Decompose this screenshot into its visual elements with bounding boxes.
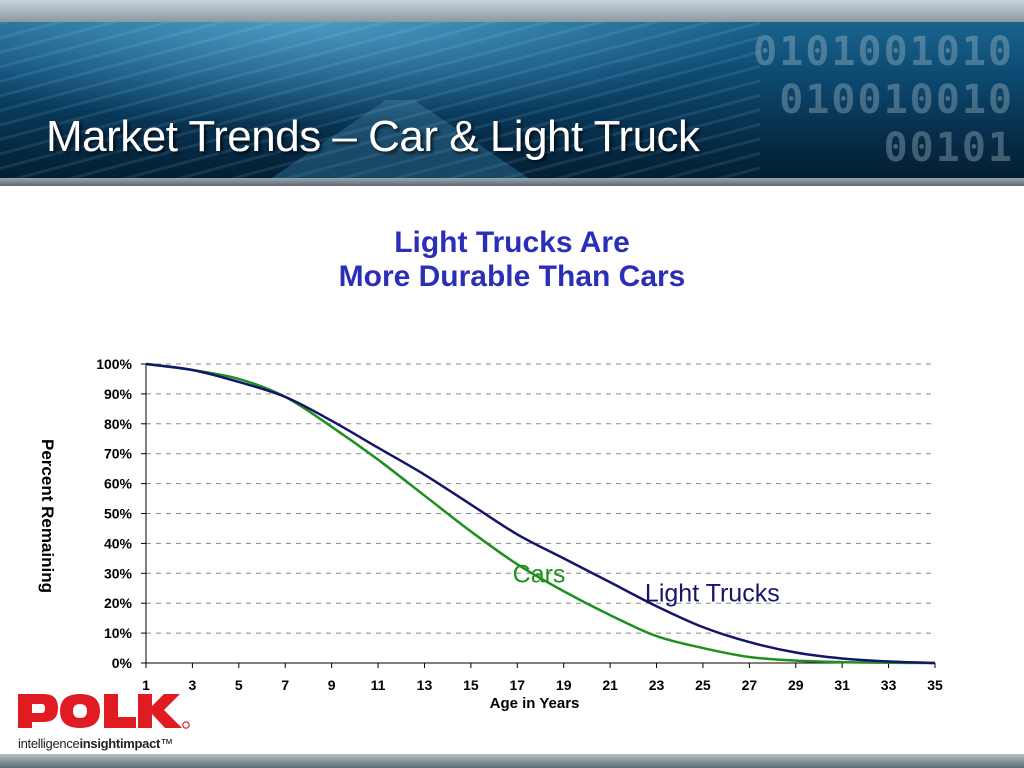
x-tick-label: 13	[417, 677, 433, 693]
cars-series-label: Cars	[513, 560, 566, 588]
y-tick-label: 90%	[104, 386, 133, 402]
chart-title-line-1: Light Trucks Are	[394, 226, 630, 259]
x-tick-label: 19	[556, 677, 572, 693]
x-tick-label: 7	[281, 677, 289, 693]
x-tick-label: 29	[788, 677, 804, 693]
y-tick-label: 50%	[104, 506, 133, 522]
x-tick-label: 15	[463, 677, 479, 693]
tagline-trademark: ™	[160, 736, 173, 751]
banner-binary-digits: 0101001010 010010010 00101	[753, 29, 1014, 171]
x-tick-label: 21	[602, 677, 618, 693]
x-tick-label: 3	[189, 677, 197, 693]
polk-logo	[18, 694, 190, 729]
y-tick-label: 100%	[96, 356, 132, 372]
y-tick-label: 20%	[104, 595, 133, 611]
x-tick-label: 11	[371, 677, 386, 693]
x-tick-label: 1	[142, 677, 150, 693]
tagline-impact: impact	[119, 736, 161, 751]
y-tick-label: 70%	[104, 446, 133, 462]
y-axis-label: Percent Remaining	[38, 439, 57, 593]
banner-streaks	[0, 22, 760, 178]
y-tick-label: 60%	[104, 476, 133, 492]
x-tick-label: 33	[881, 677, 897, 693]
chart-title: Light Trucks Are More Durable Than Cars	[212, 226, 812, 294]
light-trucks-line	[145, 362, 936, 665]
y-tick-label: 30%	[104, 565, 133, 581]
logo-tagline: intelligenceinsightimpact™	[18, 736, 173, 751]
y-tick-label: 40%	[104, 535, 133, 551]
x-axis-label: Age in Years	[490, 695, 580, 712]
x-tick-label: 5	[235, 677, 243, 693]
light-trucks-series-label: Light Trucks	[645, 580, 780, 608]
x-tick-label: 23	[649, 677, 665, 693]
polk-logo-mark	[18, 694, 190, 729]
footer-bar	[0, 754, 1024, 768]
y-tick-label: 80%	[104, 416, 133, 432]
header-banner: 0101001010 010010010 00101 Market Trends…	[0, 0, 1024, 186]
tagline-intelligence: intelligence	[18, 736, 80, 751]
slide-title: Market Trends – Car & Light Truck	[46, 112, 700, 161]
y-tick-label: 0%	[112, 655, 133, 671]
x-tick-label: 17	[510, 677, 526, 693]
x-tick-label: 25	[695, 677, 711, 693]
x-tick-label: 35	[927, 677, 943, 693]
x-tick-label: 27	[742, 677, 758, 693]
chart-title-line-2: More Durable Than Cars	[338, 260, 686, 293]
x-tick-label: 9	[328, 677, 336, 693]
tagline-insight: insight	[79, 736, 120, 751]
x-tick-label: 31	[834, 677, 850, 693]
y-tick-label: 10%	[104, 625, 133, 641]
